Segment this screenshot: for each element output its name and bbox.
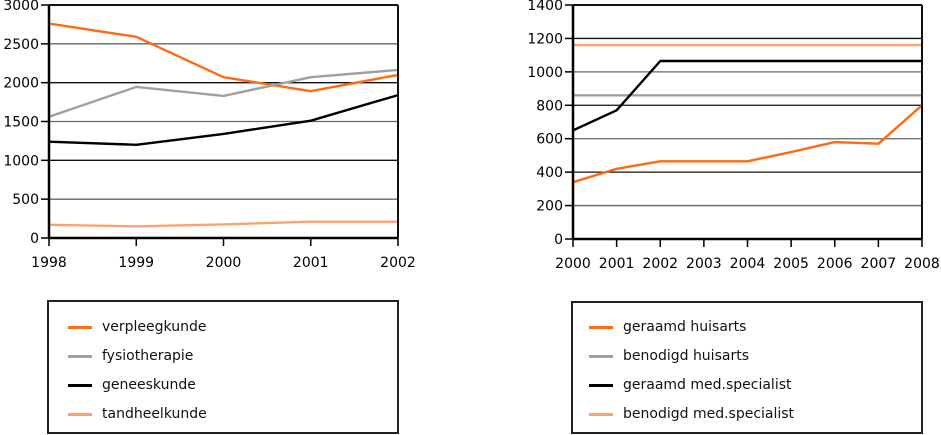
legend-item: geraamd med.specialist [589,376,792,394]
legend-item: verpleegkunde [68,318,206,336]
legend-item: benodigd med.specialist [589,405,794,423]
y-tick-label: 0 [554,232,563,248]
series-line-verpleegkunde [48,22,399,93]
x-tick-label: 2006 [817,256,853,272]
legend-label: tandheelkunde [102,406,207,422]
legend-label: benodigd huisarts [623,348,749,364]
legend-item: tandheelkunde [68,405,207,423]
x-tick-label: 2000 [555,256,591,272]
legend-label: geraamd huisarts [623,319,747,335]
series-line-geneeskunde [48,93,399,147]
legend-label: fysiotherapie [102,348,194,364]
legend-swatch [68,325,92,329]
legend-item: benodigd huisarts [589,347,749,365]
series-line-tandheelkunde [48,220,398,228]
legend-item: geneeskunde [68,376,196,394]
legend-swatch [68,354,92,358]
x-tick-label: 2001 [599,256,635,272]
x-tick-label: 2000 [206,255,242,271]
x-tick-label: 2001 [293,255,329,271]
x-tick-label: 2002 [380,255,416,271]
y-tick-label: 1200 [527,31,563,47]
y-tick-label: 500 [12,192,39,208]
legend-swatch [589,383,613,387]
y-tick-label: 1400 [527,0,563,14]
legend-swatch [589,325,613,329]
x-tick-label: 2008 [904,256,940,272]
series-line-geraamd-huisarts [572,104,923,184]
x-tick-label: 2003 [686,256,722,272]
x-tick-label: 1999 [118,255,154,271]
legend-swatch [68,383,92,387]
y-tick-label: 1000 [3,153,39,169]
series-line-fysiotherapie [48,68,399,118]
y-tick-label: 400 [536,165,563,181]
x-tick-label: 2004 [730,256,766,272]
y-tick-label: 3000 [3,0,39,14]
legend-swatch [589,354,613,358]
y-tick-label: 800 [536,98,563,114]
x-tick-label: 2007 [861,256,897,272]
legend-label: geneeskunde [102,377,196,393]
y-tick-label: 2500 [3,37,39,53]
x-tick-label: 2002 [642,256,678,272]
chart-1: 0 200 400 600 800 1000 1200 1400 2000 2001 2002 200… [527,0,939,272]
y-tick-label: 200 [536,199,563,215]
series-line-geraamd-med-specialist [572,59,922,132]
legend-item: fysiotherapie [68,347,193,365]
y-tick-label: 2000 [3,76,39,92]
y-tick-label: 1500 [3,115,39,131]
legend-swatch [68,412,92,416]
legend-label: benodigd med.specialist [623,406,795,422]
y-tick-label: 0 [30,231,39,247]
x-tick-label: 1998 [31,255,67,271]
legend-label: verpleegkunde [102,319,207,335]
legend-right: geraamd huisarts benodigd huisarts geraamd… [571,301,923,434]
legend-item: geraamd huisarts [589,318,746,336]
legend-left: verpleegkunde fysiotherapie geneeskunde tan… [47,300,399,434]
legend-swatch [589,412,613,416]
y-tick-label: 1000 [527,65,563,81]
y-tick-label: 600 [536,132,563,148]
x-tick-label: 2005 [773,256,809,272]
chart-0: 0 500 1000 1500 2000 2500 3000 1998 1999 2000 2001… [3,0,415,271]
legend-label: geraamd med.specialist [623,377,792,393]
